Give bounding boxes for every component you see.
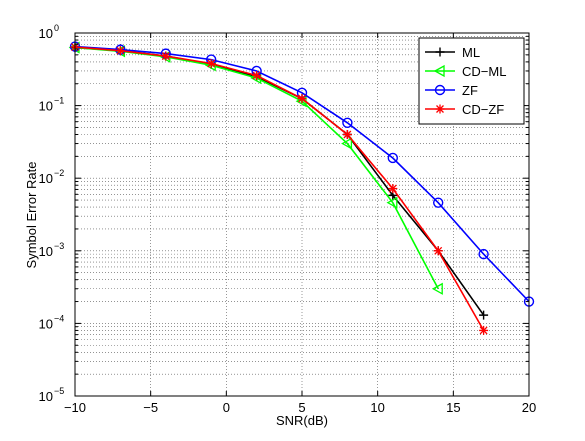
- legend-label: ZF: [462, 83, 478, 98]
- triangle-marker: [341, 137, 353, 150]
- asterisk-marker: [252, 70, 262, 80]
- plot-series: [68, 41, 535, 335]
- legend: ML CD−ML ZF CD−ZF: [418, 37, 525, 125]
- y-tick-label: 10: [39, 171, 53, 186]
- series-line: [74, 46, 485, 331]
- series-line: [74, 45, 530, 303]
- plus-marker: [435, 47, 445, 57]
- asterisk-marker: [161, 51, 171, 61]
- legend-item: ML: [425, 45, 480, 60]
- circle-marker: [433, 197, 444, 208]
- y-tick-exponent: −2: [54, 168, 64, 178]
- series-cd-ml: [68, 41, 443, 295]
- x-tick-label: 20: [522, 400, 536, 415]
- y-tick-exponent: 0: [54, 23, 59, 33]
- asterisk-marker: [479, 325, 489, 335]
- asterisk-marker: [115, 46, 125, 56]
- legend-label: CD−ZF: [462, 102, 504, 117]
- legend-label: CD−ML: [462, 64, 506, 79]
- asterisk-marker: [435, 104, 445, 114]
- asterisk-marker: [206, 59, 216, 69]
- y-tick-label: 10: [39, 389, 53, 404]
- legend-item: CD−ML: [425, 64, 506, 79]
- y-tick-exponent: −3: [54, 241, 64, 251]
- asterisk-marker: [433, 246, 443, 256]
- asterisk-marker: [388, 184, 398, 194]
- legend-item: CD−ZF: [425, 102, 504, 117]
- series-cd-zf: [70, 42, 489, 335]
- y-tick-exponent: −4: [54, 313, 64, 323]
- x-tick-label: 0: [223, 400, 230, 415]
- y-axis-label: Symbol Error Rate: [24, 162, 39, 269]
- y-tick-exponent: −1: [54, 96, 64, 106]
- triangle-marker: [431, 282, 443, 295]
- plus-marker: [479, 310, 489, 320]
- y-tick-label: 10: [39, 316, 53, 331]
- asterisk-marker: [342, 129, 352, 139]
- legend-label: ML: [462, 45, 480, 60]
- x-tick-label: −5: [143, 400, 158, 415]
- x-tick-label: −10: [64, 400, 86, 415]
- legend-item: ZF: [425, 83, 478, 98]
- y-tick-exponent: −5: [54, 386, 64, 396]
- y-tick-label: 10: [39, 244, 53, 259]
- asterisk-marker: [297, 94, 307, 104]
- circle-marker: [342, 117, 353, 128]
- x-tick-label: 5: [298, 400, 305, 415]
- triangle-marker: [433, 64, 445, 78]
- circle-marker: [478, 248, 489, 260]
- x-tick-label: 10: [370, 400, 384, 415]
- y-tick-label: 10: [39, 26, 53, 41]
- x-tick-label: 15: [446, 400, 460, 415]
- triangle-marker: [386, 196, 398, 209]
- circle-marker: [434, 84, 446, 96]
- circle-marker: [387, 152, 398, 164]
- y-tick-label: 10: [39, 99, 53, 114]
- x-axis-label: SNR(dB): [276, 413, 328, 428]
